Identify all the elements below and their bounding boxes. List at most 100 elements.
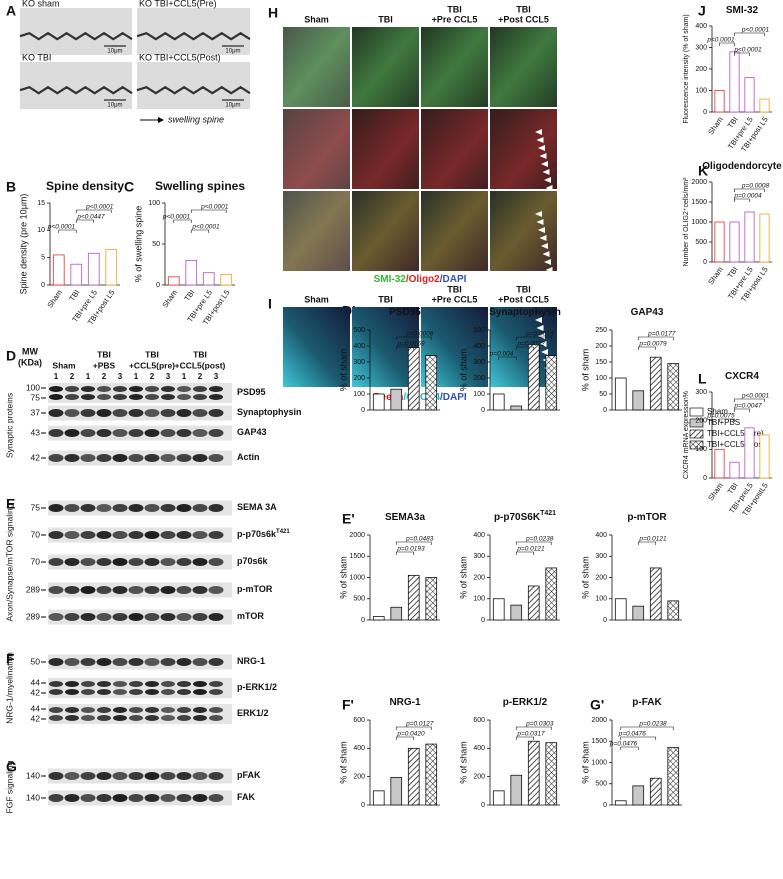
significance-label: p=0.0121 [516,546,545,553]
blot-band [144,613,160,621]
lane-label: 1 [134,372,139,381]
section-label: NRG-1/myelination [4,652,14,724]
bar [510,405,523,411]
significance-bracket [395,346,415,350]
group-label: +CCL5(pre) [129,360,175,370]
blot-band [48,454,64,462]
blot-band [176,531,192,539]
protein-label: p70s6k [237,556,269,566]
mw-label: 50 [31,656,41,666]
y-tick-label: 600 [473,717,485,724]
blot-band [65,681,79,687]
blot-band [160,586,176,594]
bar [632,605,645,621]
blot-band [96,429,112,437]
arrowhead [536,325,544,331]
y-tick-label: 400 [473,745,485,752]
blot-band [144,429,160,437]
blot-band [97,707,111,713]
protein-name: p70s6k [237,556,269,566]
significance-label: p=0.0420 [396,731,425,738]
column-header: +Pre CCL5 [432,14,478,24]
mw-label: 140 [26,770,40,780]
arrowhead [538,227,545,233]
blot-band [208,658,224,666]
arrowhead [536,137,544,143]
significance-label: p=0.0238 [525,536,554,543]
blot-band [176,429,192,437]
lane-label: 1 [182,372,187,381]
blot-band [192,454,208,462]
y-tick-label: 0 [156,282,160,289]
blot-band [161,707,175,713]
blot-band [128,454,144,462]
y-tick-label: 200 [595,574,607,581]
blot-band [49,707,63,713]
y-tick-label: 0 [361,407,365,414]
y-tick-label: 200 [695,66,707,73]
blot-band [81,681,95,687]
blot-band [112,794,128,802]
protein-name: FAK [237,792,256,802]
panel-letter: K [698,163,708,179]
protein-label: Synaptophysin [237,407,302,417]
chart-title-text: Spine density [46,179,124,193]
blot-band [65,689,79,695]
blot-band [192,586,208,594]
y-tick-label: 10 [37,227,45,234]
bar [407,747,420,806]
mw-label: 289 [26,584,40,594]
panel-letter: E [6,496,15,512]
protein-label: p-p70s6kT421 [237,529,290,540]
chart-title-text: p-p70S6K [494,512,541,523]
blot-band [48,558,64,566]
blot-band [97,394,111,400]
significance-bracket [637,541,657,545]
group-label: +CCL5(post) [175,360,226,370]
blot-band [65,707,79,713]
bar [510,774,523,806]
bar [202,272,215,286]
blot-band [48,429,64,437]
micrograph [490,27,557,107]
panel-letter: D [6,348,16,364]
y-tick-label: 0 [41,282,45,289]
blot-band [64,794,80,802]
blot-band [49,681,63,687]
blot-band [208,429,224,437]
mw-label: 75 [31,392,41,402]
protein-superscript: T421 [276,529,290,535]
micrograph [283,191,350,271]
bar [649,567,662,621]
caption: SMI-32/Oligo2/DAPI [374,274,467,285]
blot-band [64,531,80,539]
mw-label: 140 [26,792,40,802]
y-tick-label: 0 [481,407,485,414]
chart-title: Spine density [46,179,124,193]
blot-band [97,681,111,687]
bar [527,740,540,806]
protein-name: p-mTOR [237,584,273,594]
mw-label: 289 [26,611,40,621]
chart-title-text: p-ERK1/2 [503,697,548,708]
bar [167,276,180,286]
blot-band [192,429,208,437]
caption-part: SMI-32 [374,274,407,285]
blot-band [128,504,144,512]
significance-label: p=0.0177 [647,331,676,338]
blot-band [80,454,96,462]
bar [390,606,403,621]
chart-title: Synaptophysin [489,307,561,318]
blot-band [48,658,64,666]
y-tick-label: 0 [361,617,365,624]
bar [744,77,755,113]
significance-label: p=0.0008 [405,331,434,338]
arrowhead [541,161,548,167]
blot-band [64,504,80,512]
protein-name: Actin [237,452,260,462]
blot-band [129,689,143,695]
y-tick-label: 0 [603,617,607,624]
chart-title: CXCR4 [725,371,759,382]
blot-band [209,386,223,392]
blot-band [65,386,79,392]
